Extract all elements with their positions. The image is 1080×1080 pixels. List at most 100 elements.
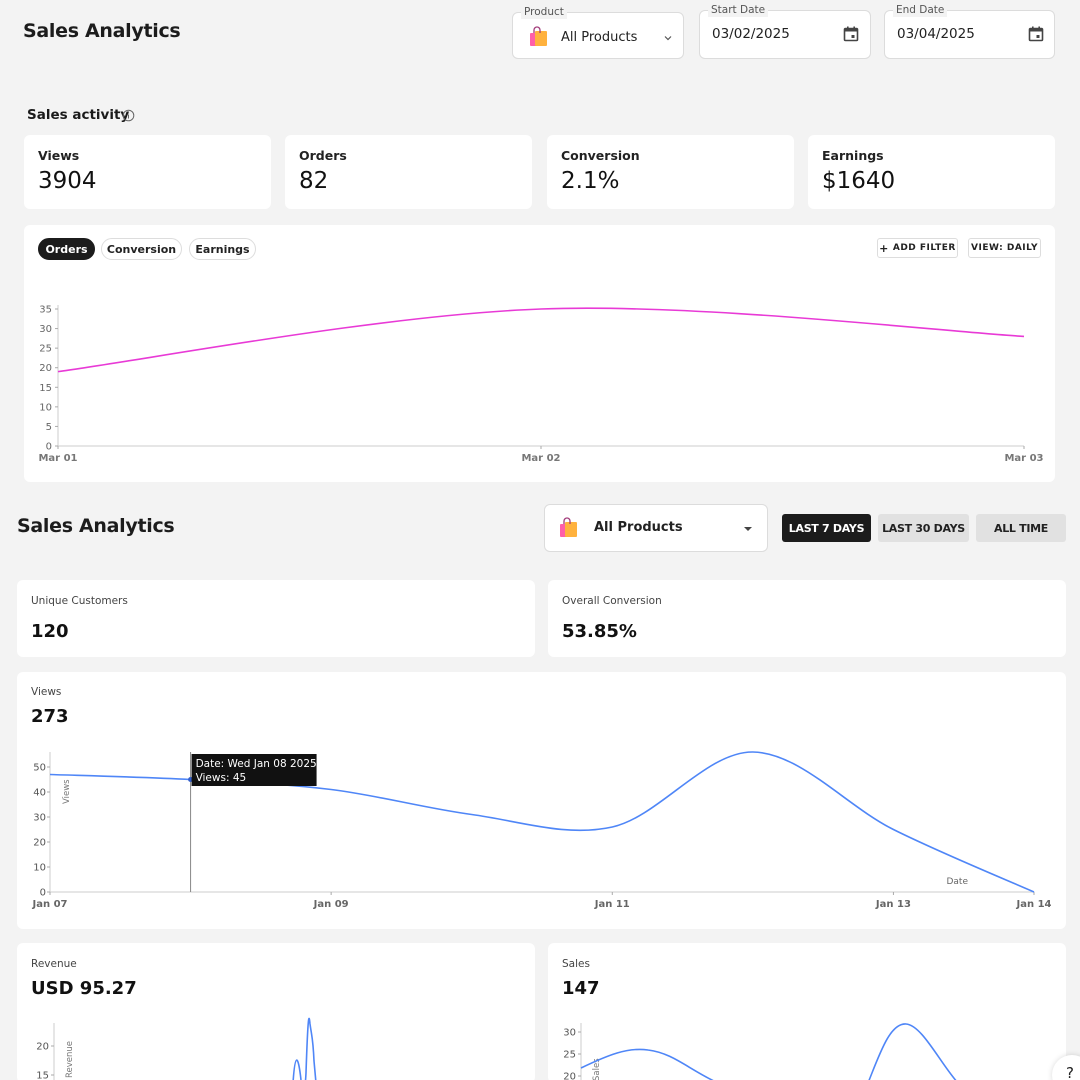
product-select-value: All Products (561, 30, 638, 45)
product-dropdown[interactable]: All Products (544, 504, 768, 552)
views-line-chart: 0 10 20 30 40 50 Jan 07 Jan 09 Jan 11 Jan 13 Jan 1… (32, 751, 1052, 910)
stat-value: 82 (299, 168, 329, 194)
range-last-30-days[interactable]: LAST 30 DAYS (878, 514, 969, 542)
page-title: Sales Analytics (23, 20, 181, 42)
revenue-series-line (292, 1017, 317, 1080)
y-tick-label: 0 (40, 888, 46, 899)
range-all-time[interactable]: ALL TIME (976, 514, 1066, 542)
y-axis-title: Revenue (65, 1041, 75, 1078)
tooltip-box (191, 754, 317, 786)
end-date-value: 03/04/2025 (897, 26, 975, 42)
y-tick-label: 10 (39, 402, 52, 413)
product-select-legend: Product (521, 5, 567, 19)
add-filter-label: ADD FILTER (892, 243, 956, 253)
revenue-card: Revenue USD 95.27 (17, 943, 535, 1080)
x-tick-label: Mar 02 (521, 453, 560, 464)
calendar-icon[interactable] (842, 25, 860, 43)
stat-label: Orders (299, 148, 347, 163)
y-tick-label: 20 (563, 1072, 576, 1080)
product-dropdown-value: All Products (594, 520, 683, 535)
sales-value: 147 (562, 978, 600, 999)
stat-label: Earnings (822, 148, 884, 163)
range-last-7-days[interactable]: LAST 7 DAYS (782, 514, 871, 542)
start-date-field[interactable]: Start Date 03/02/2025 (699, 3, 871, 59)
tab-orders[interactable]: Orders (38, 238, 95, 260)
revenue-value: USD 95.27 (31, 978, 137, 999)
orders-line-chart: 0 5 10 15 20 25 30 35 Mar 01 Mar 02 Mar 03 (38, 305, 1043, 465)
stat-label: Views (38, 148, 80, 163)
y-tick-label: 40 (33, 788, 46, 799)
tab-conversion[interactable]: Conversion (101, 238, 182, 260)
y-axis-title: Views (62, 779, 72, 804)
stat-card-orders: Orders 82 (285, 135, 532, 209)
y-axis-title: Sales (592, 1058, 602, 1080)
views-label: Views (31, 686, 62, 698)
calendar-icon[interactable] (1027, 25, 1045, 43)
tooltip-date: Date: Wed Jan 08 2025 (196, 758, 317, 770)
chevron-down-icon (664, 36, 672, 41)
product-select[interactable]: Product All Products (512, 5, 684, 59)
y-tick-label: 10 (33, 863, 46, 874)
info-icon[interactable] (122, 109, 135, 122)
y-tick-label: 15 (39, 383, 52, 394)
x-tick-label: Jan 11 (594, 899, 630, 910)
caret-down-icon (744, 527, 752, 531)
end-date-field[interactable]: End Date 03/04/2025 (884, 3, 1055, 59)
stat-card-conversion: Conversion 2.1% (547, 135, 794, 209)
x-axis-title: Date (946, 877, 968, 887)
y-tick-label: 25 (563, 1050, 576, 1061)
view-daily-button[interactable]: VIEW: DAILY (968, 238, 1041, 258)
stat-card-views: Views 3904 (24, 135, 271, 209)
x-tick-label: Mar 03 (1004, 453, 1043, 464)
start-date-value: 03/02/2025 (712, 26, 790, 42)
sales-label: Sales (562, 958, 590, 970)
y-tick-label: 5 (46, 422, 52, 433)
x-tick-label: Mar 01 (38, 453, 77, 464)
x-tick-label: Jan 07 (32, 899, 68, 910)
add-filter-button[interactable]: + ADD FILTER (877, 238, 958, 258)
x-tick-label: Jan 09 (313, 899, 349, 910)
tab-earnings[interactable]: Earnings (189, 238, 256, 260)
overall-conversion-card: Overall Conversion 53.85% (548, 580, 1066, 657)
y-tick-label: 0 (46, 442, 52, 453)
y-tick-label: 35 (39, 305, 52, 316)
unique-customers-card: Unique Customers 120 (17, 580, 535, 657)
stat-value: 2.1% (561, 168, 620, 194)
overall-conversion-value: 53.85% (562, 621, 637, 642)
unique-customers-value: 120 (31, 621, 69, 642)
y-tick-label: 20 (39, 363, 52, 374)
revenue-line-chart: 15 20 Revenue (36, 1017, 317, 1080)
activity-chart-card: Orders Conversion Earnings + ADD FILTER … (24, 225, 1055, 482)
sales-card: Sales 147 (548, 943, 1066, 1080)
section-title: Sales Analytics (17, 515, 175, 537)
tooltip-views: Views: 45 (196, 772, 247, 784)
stat-card-earnings: Earnings $1640 (808, 135, 1055, 209)
overall-conversion-label: Overall Conversion (562, 595, 662, 607)
stat-label: Conversion (561, 148, 640, 163)
x-tick-label: Jan 14 (1016, 899, 1052, 910)
start-date-legend: Start Date (708, 3, 769, 17)
sales-activity-title: Sales activity (27, 107, 130, 123)
x-tick-label: Jan 13 (875, 899, 911, 910)
unique-customers-label: Unique Customers (31, 595, 128, 607)
sales-series-line (580, 1023, 957, 1080)
stat-value: 3904 (38, 168, 97, 194)
y-tick-label: 30 (563, 1028, 576, 1039)
views-card: Views 273 (17, 672, 1066, 929)
revenue-label: Revenue (31, 958, 77, 970)
y-tick-label: 30 (33, 813, 46, 824)
y-tick-label: 25 (39, 344, 52, 355)
stat-value: $1640 (822, 168, 896, 194)
orders-series-line (57, 307, 1025, 373)
y-tick-label: 50 (33, 763, 46, 774)
sales-line-chart: 20 25 30 Sales (563, 1023, 957, 1080)
shopping-bag-icon (560, 517, 577, 537)
y-tick-label: 20 (36, 1042, 49, 1053)
plus-icon: + (879, 241, 889, 255)
end-date-legend: End Date (893, 3, 948, 17)
y-tick-label: 15 (36, 1071, 49, 1080)
shopping-bag-icon (530, 26, 547, 46)
views-value: 273 (31, 706, 69, 727)
help-icon: ? (1066, 1064, 1074, 1080)
y-tick-label: 30 (39, 324, 52, 335)
